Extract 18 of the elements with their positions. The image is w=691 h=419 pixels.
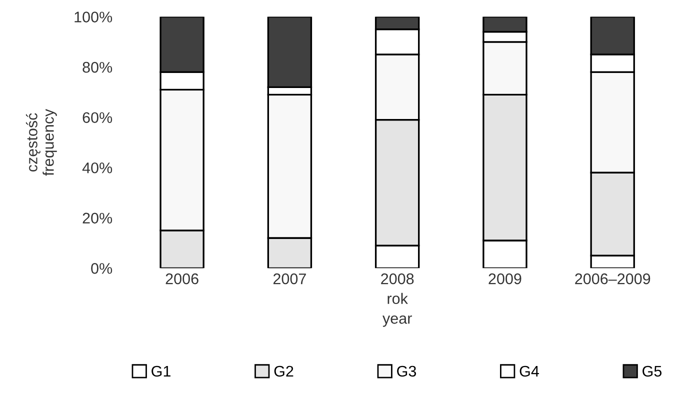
- y-tick-label: 20%: [82, 212, 112, 224]
- legend-label: G3: [397, 366, 416, 377]
- y-tick-label: 60%: [82, 112, 112, 124]
- legend-label: G2: [274, 366, 294, 377]
- y-tick-label: 100%: [74, 12, 112, 22]
- x-tick-label: 2007: [273, 273, 306, 284]
- x-tick-label: 2006–2009: [575, 273, 650, 284]
- legend-label: G5: [642, 366, 662, 377]
- x-tick-label: 2008: [381, 273, 414, 284]
- y-axis-title: częstość frequency: [26, 108, 57, 176]
- x-axis-title: rok year: [382, 292, 412, 327]
- x-tick-label: 2009: [488, 273, 522, 284]
- x-tick-label: 2006: [166, 273, 198, 284]
- y-tick-label: 40%: [82, 162, 112, 174]
- legend-label: G1: [152, 366, 170, 377]
- y-tick-label: 0%: [91, 263, 112, 274]
- legend-label: G4: [520, 366, 539, 377]
- y-tick-label: 80%: [82, 62, 112, 73]
